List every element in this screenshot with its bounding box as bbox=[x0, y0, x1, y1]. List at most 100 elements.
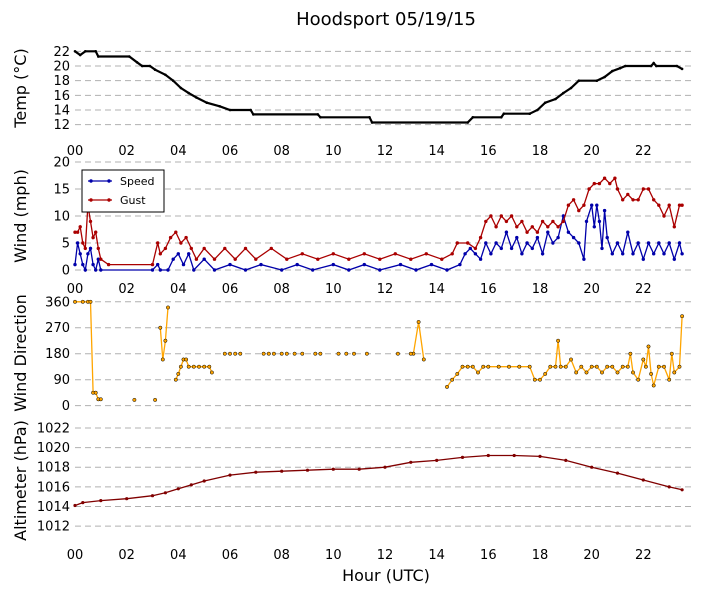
wind-speed-series-point bbox=[280, 268, 284, 272]
wind-gust-series-point bbox=[621, 198, 625, 202]
wind-x-tick-label: 08 bbox=[273, 282, 290, 297]
dir-series-point bbox=[656, 364, 661, 369]
dir-series-point bbox=[563, 364, 568, 369]
temp-series-point bbox=[577, 79, 581, 82]
wind-gust-series-point bbox=[450, 252, 454, 256]
wind-speed-series-point bbox=[228, 262, 232, 267]
wind-speed-series-point bbox=[478, 257, 483, 261]
dir-series-point bbox=[476, 370, 480, 375]
dir-series-point bbox=[610, 364, 615, 369]
temp-series-point bbox=[595, 79, 599, 82]
dir-series-point bbox=[465, 364, 470, 369]
temp-series-point bbox=[140, 64, 144, 68]
wind-speed-series-point bbox=[75, 241, 80, 245]
wind-speed-series-point bbox=[530, 246, 534, 251]
dir-series-point bbox=[158, 325, 163, 330]
wind-gust-series-point bbox=[602, 176, 607, 180]
wind-speed-series-point bbox=[212, 268, 217, 272]
dir-series-point bbox=[163, 338, 168, 343]
wind-gust-series-point bbox=[96, 246, 101, 251]
wind-gust-series-point bbox=[582, 203, 586, 207]
wind-speed-series-point bbox=[73, 262, 77, 267]
wind-speed-series-point bbox=[362, 262, 366, 267]
alt-y-tick-label: 1016 bbox=[37, 480, 70, 495]
wind-y-axis-label: Wind (mph) bbox=[11, 169, 30, 263]
wind-gust-series-point bbox=[243, 246, 248, 251]
dir-series-point bbox=[173, 377, 178, 382]
alt-series-point bbox=[73, 503, 77, 508]
temp-x-tick-label: 02 bbox=[118, 144, 135, 159]
wind-gust-series-point bbox=[254, 257, 258, 261]
wind-gust-series-point bbox=[662, 214, 666, 218]
x-axis-label: Hour (UTC) bbox=[342, 566, 430, 585]
dir-series-point bbox=[416, 320, 421, 324]
wind-gust-series-point bbox=[75, 230, 80, 234]
dir-series-point bbox=[300, 351, 305, 356]
wind-gust-series-point bbox=[347, 257, 351, 261]
temp-series-point bbox=[97, 55, 100, 58]
temp-series-point bbox=[649, 64, 653, 68]
wind-legend: Speed Gust bbox=[81, 169, 165, 213]
temp-series-point bbox=[171, 79, 175, 82]
wind-speed-series-point bbox=[378, 268, 382, 272]
temp-series-point bbox=[655, 64, 658, 68]
wind-gust-series-point bbox=[499, 214, 503, 218]
wind-x-tick-label: 22 bbox=[635, 282, 652, 297]
wind-x-tick-label: 00 bbox=[67, 282, 84, 297]
wind-x-tick-label: 16 bbox=[480, 282, 497, 297]
alt-series-point bbox=[486, 453, 490, 458]
alt-y-tick-label: 1012 bbox=[37, 520, 70, 535]
temp-y-tick-label: 20 bbox=[53, 60, 70, 75]
wind-gust-series-point bbox=[163, 246, 168, 251]
alt-x-tick-label: 10 bbox=[325, 548, 342, 563]
wind-speed-series-point bbox=[566, 230, 571, 234]
wind-speed-series-point bbox=[636, 241, 640, 245]
temp-series-point bbox=[218, 105, 221, 108]
temp-series-point bbox=[187, 91, 190, 95]
alt-x-tick-label: 16 bbox=[480, 548, 497, 563]
dir-series-point bbox=[569, 357, 573, 362]
dir-series-point bbox=[669, 351, 674, 356]
temp-x-tick-label: 04 bbox=[170, 144, 187, 159]
wind-x-tick-label: 12 bbox=[377, 282, 394, 297]
wind-gust-series-point bbox=[641, 187, 645, 191]
wind-speed-series-point bbox=[677, 241, 682, 245]
wind-gust-series-point bbox=[484, 219, 488, 224]
dir-series-point bbox=[548, 364, 553, 369]
dir-series-point bbox=[352, 351, 356, 356]
wind-speed-series-point bbox=[86, 252, 90, 256]
wind-gust-series-point bbox=[393, 252, 397, 256]
temp-x-tick-label: 16 bbox=[480, 144, 497, 159]
wind-gust-series-point bbox=[269, 246, 273, 251]
temp-x-tick-label: 22 bbox=[635, 144, 652, 159]
dir-series-point bbox=[594, 364, 599, 369]
wind-gust-series-point bbox=[597, 181, 602, 186]
wind-gust-series-point bbox=[189, 246, 193, 251]
wind-speed-series-point bbox=[458, 262, 462, 267]
wind-speed-series-point bbox=[484, 241, 488, 245]
wind-gust-series-point bbox=[99, 257, 103, 261]
temp-x-tick-label: 06 bbox=[222, 144, 239, 159]
wind-gust-series-point bbox=[652, 198, 656, 202]
dir-series-point bbox=[579, 364, 584, 369]
wind-speed-series-point bbox=[463, 252, 467, 256]
temp-y-tick-label: 22 bbox=[53, 45, 70, 60]
dir-series-point bbox=[166, 305, 170, 310]
wind-speed-series-point bbox=[156, 262, 160, 267]
wind-gust-series-point bbox=[561, 219, 565, 224]
dir-series-point bbox=[191, 364, 196, 369]
temp-series-point bbox=[153, 68, 157, 71]
temp-series-point bbox=[135, 61, 139, 64]
wind-speed-series-point bbox=[556, 235, 560, 240]
wind-x-tick-label: 14 bbox=[428, 282, 445, 297]
wind-gust-series-point bbox=[94, 230, 98, 234]
wind-gust-series-point bbox=[473, 246, 478, 251]
wind-speed-series-point bbox=[546, 230, 550, 234]
wind-gust-series-point bbox=[672, 225, 676, 229]
wind-speed-series-point bbox=[414, 268, 418, 272]
dir-series-point bbox=[460, 364, 465, 369]
temp-series-point bbox=[78, 53, 82, 57]
temp-series-point bbox=[205, 101, 209, 104]
